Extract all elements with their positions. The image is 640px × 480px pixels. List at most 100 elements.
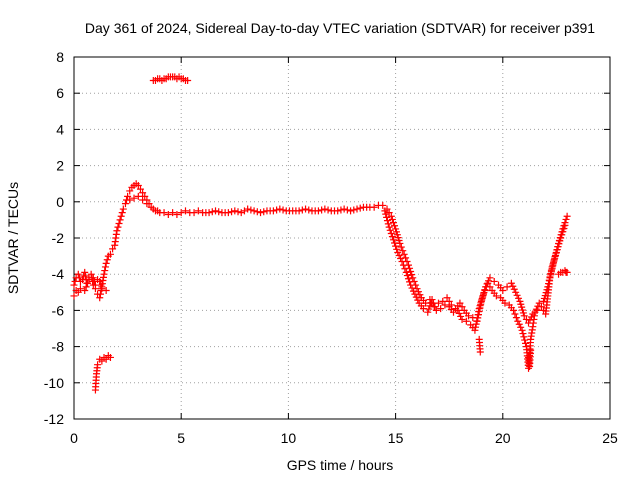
data-point <box>98 285 106 293</box>
data-point <box>119 205 127 213</box>
data-point <box>74 270 82 278</box>
data-point <box>115 220 123 228</box>
data-point <box>302 205 310 213</box>
data-point <box>520 312 528 320</box>
data-point-dense <box>404 275 412 283</box>
data-point-dense <box>409 287 417 295</box>
data-point-dense <box>391 222 399 230</box>
data-point <box>106 353 114 361</box>
data-point-dense <box>547 266 555 274</box>
data-point <box>169 209 177 217</box>
data-point <box>276 205 284 213</box>
data-point-dense <box>75 274 83 282</box>
data-point-dense <box>408 284 416 292</box>
data-point-dense <box>545 276 553 284</box>
data-point-dense <box>515 294 523 302</box>
data-point <box>402 268 410 276</box>
data-point <box>134 192 142 200</box>
data-point-dense <box>118 209 126 217</box>
data-point-dense <box>522 339 530 347</box>
data-point <box>462 317 470 325</box>
y-axis-label: SDTVAR / TECUs <box>5 182 21 294</box>
data-point-dense <box>247 206 255 214</box>
data-point <box>164 210 172 218</box>
data-point <box>347 207 355 215</box>
data-point-dense <box>425 305 433 313</box>
data-point <box>537 303 545 311</box>
data-point <box>177 209 185 217</box>
data-point <box>387 212 395 220</box>
x-tick-label: 10 <box>281 430 297 446</box>
data-point-dense <box>97 281 105 289</box>
data-point-dense <box>383 217 391 225</box>
data-point <box>184 77 192 85</box>
data-point-dense <box>387 229 395 237</box>
data-point-dense <box>399 247 407 255</box>
data-point <box>510 306 518 314</box>
data-point-dense <box>403 272 411 280</box>
data-point <box>85 276 93 284</box>
x-tick-label: 20 <box>495 430 511 446</box>
data-point-dense <box>114 223 122 231</box>
data-point <box>70 292 78 300</box>
data-point <box>117 212 125 220</box>
data-point <box>89 274 97 282</box>
data-point-dense <box>391 239 399 247</box>
data-point-dense <box>103 256 111 264</box>
data-point-dense <box>408 271 416 279</box>
data-point <box>443 294 451 302</box>
data-point <box>381 207 389 215</box>
data-point <box>76 285 84 293</box>
data-point-dense <box>388 233 396 241</box>
y-tick-label: 6 <box>56 85 64 101</box>
data-point-dense <box>515 320 523 328</box>
x-tick-label: 0 <box>70 430 78 446</box>
data-point-dense <box>356 204 364 212</box>
y-tick-label: -6 <box>52 302 65 318</box>
data-point <box>74 288 82 296</box>
y-tick-labels: -12 -10 -8 -6 -4 -2 0 2 4 6 8 <box>44 49 64 427</box>
x-tick-label: 15 <box>388 430 404 446</box>
data-point <box>432 306 440 314</box>
data-point <box>456 299 464 307</box>
data-point <box>557 234 565 242</box>
data-point-dense <box>474 311 482 319</box>
data-point <box>237 209 245 217</box>
data-point <box>353 205 361 213</box>
data-point-dense <box>457 312 465 320</box>
data-point <box>413 285 421 293</box>
data-point <box>81 268 89 276</box>
data-point <box>94 361 102 369</box>
data-point-dense <box>240 207 248 215</box>
data-point-dense <box>389 219 397 227</box>
data-point <box>527 346 535 354</box>
data-point <box>130 194 138 202</box>
data-point-dense <box>228 208 236 216</box>
data-point-dense <box>486 283 494 291</box>
y-tick-label: -4 <box>52 266 65 282</box>
data-point <box>512 288 520 296</box>
data-point-dense <box>397 243 405 251</box>
data-point-dense <box>401 265 409 273</box>
data-point <box>224 209 232 217</box>
data-point-dense <box>382 210 390 218</box>
data-point-dense <box>385 209 393 217</box>
data-point <box>409 274 417 282</box>
data-point <box>205 209 213 217</box>
y-tick-label: 2 <box>56 158 64 174</box>
data-point-dense <box>386 226 394 234</box>
data-point-dense <box>534 302 542 310</box>
data-point <box>102 286 110 294</box>
data-point-dense <box>517 323 525 331</box>
x-tick-label: 25 <box>602 430 618 446</box>
data-point-dense <box>458 303 466 311</box>
data-point <box>370 203 378 211</box>
data-point-dense <box>279 206 287 214</box>
x-axis-label: GPS time / hours <box>287 457 394 473</box>
data-point <box>499 286 507 294</box>
data-point <box>87 270 95 278</box>
data-point-dense <box>350 206 358 214</box>
data-point <box>531 308 539 316</box>
data-point-dense <box>384 220 392 228</box>
data-point-dense <box>510 285 518 293</box>
